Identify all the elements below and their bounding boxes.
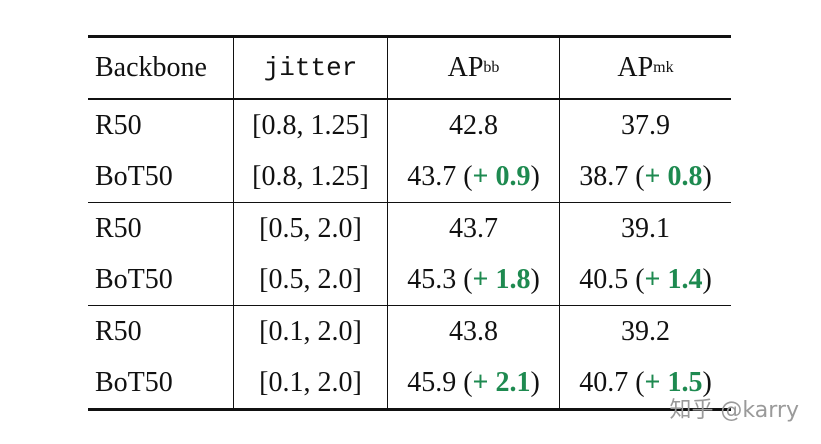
table-cell: 37.9 [560,100,731,151]
table-cell: 45.3 (+ 1.8) [388,254,560,305]
table-row: R50 [0.1, 2.0] 43.8 39.2 [88,306,731,357]
table-cell: 39.2 [560,306,731,357]
cell-text: 43.8 [449,315,498,347]
table-row: R50 [0.5, 2.0] 43.7 39.1 [88,203,731,254]
cell-text: R50 [95,315,142,347]
header-cell: Backbone [88,38,234,98]
table-cell: R50 [88,306,234,357]
cell-text: jitter [263,53,358,83]
cell-text: 40.5 ( [579,263,645,295]
cell-text: BoT50 [95,263,173,295]
header-cell: AP bb [388,38,560,98]
table-cell: [0.8, 1.25] [234,151,388,202]
table-cell: R50 [88,100,234,151]
table-cell: [0.1, 2.0] [234,357,388,408]
cell-suffix: ) [702,366,712,398]
table-row: BoT50 [0.8, 1.25] 43.7 (+ 0.9) 38.7 (+ 0.8) [88,151,731,202]
delta: + 1.8 [472,263,531,295]
cell-text: 39.2 [621,315,670,347]
cell-text: 42.8 [449,109,498,141]
cell-text: R50 [95,109,142,141]
table-row: BoT50 [0.1, 2.0] 45.9 (+ 2.1) 40.7 (+ 1.5) [88,357,731,408]
table-row: R50 [0.8, 1.25] 42.8 37.9 [88,100,731,151]
cell-text: [0.8, 1.25] [252,160,369,192]
cell-text: R50 [95,212,142,244]
cell-text: BoT50 [95,160,173,192]
cell-suffix: ) [702,160,712,192]
watermark: 知乎 @karry [669,398,799,423]
table-cell: 43.7 [388,203,560,254]
cell-text: 40.7 ( [579,366,645,398]
table-cell: 43.8 [388,306,560,357]
cell-text: [0.1, 2.0] [259,366,362,398]
table-cell: R50 [88,203,234,254]
table-cell: 42.8 [388,100,560,151]
cell-text: [0.5, 2.0] [259,263,362,295]
cell-text: [0.8, 1.25] [252,109,369,141]
header-cell: AP mk [560,38,731,98]
table-cell: [0.1, 2.0] [234,306,388,357]
cell-text: AP [617,52,654,83]
cell-text: [0.1, 2.0] [259,315,362,347]
table-cell: [0.8, 1.25] [234,100,388,151]
table-cell: BoT50 [88,254,234,305]
table: Backbone jitter AP bb AP mk R50 [0.8, 1.25] 42.8… [88,35,731,411]
table-cell: [0.5, 2.0] [234,203,388,254]
cell-text: 45.3 ( [407,263,473,295]
cell-text: 38.7 ( [579,160,645,192]
delta: + 0.8 [644,160,703,192]
delta: + 0.9 [472,160,531,192]
cell-text: Backbone [95,52,207,83]
cell-text: AP [447,52,484,83]
row-group: R50 [0.1, 2.0] 43.8 39.2 BoT50 [0.1, 2.0] 45.9… [88,306,731,408]
cell-text: 37.9 [621,109,670,141]
cell-text: 39.1 [621,212,670,244]
table-row: BoT50 [0.5, 2.0] 45.3 (+ 1.8) 40.5 (+ 1.4) [88,254,731,305]
delta: + 2.1 [472,366,531,398]
table-cell: BoT50 [88,357,234,408]
table-cell: 39.1 [560,203,731,254]
cell-text: 45.9 ( [407,366,473,398]
table-cell: 45.9 (+ 2.1) [388,357,560,408]
superscript: mk [653,59,674,76]
delta: + 1.4 [644,263,703,295]
cell-text: BoT50 [95,366,173,398]
cell-suffix: ) [530,263,540,295]
table-cell: 43.7 (+ 0.9) [388,151,560,202]
row-group: R50 [0.8, 1.25] 42.8 37.9 BoT50 [0.8, 1.25] 43… [88,100,731,203]
table-cell: 38.7 (+ 0.8) [560,151,731,202]
cell-suffix: ) [702,263,712,295]
table-cell: 40.7 (+ 1.5) [560,357,731,408]
table-cell: BoT50 [88,151,234,202]
table-cell: [0.5, 2.0] [234,254,388,305]
cell-suffix: ) [530,366,540,398]
delta: + 1.5 [644,366,703,398]
cell-suffix: ) [530,160,540,192]
cell-text: 43.7 ( [407,160,473,192]
header-row: Backbone jitter AP bb AP mk [88,38,731,100]
cell-text: [0.5, 2.0] [259,212,362,244]
header-cell: jitter [234,38,388,98]
table-cell: 40.5 (+ 1.4) [560,254,731,305]
row-group: R50 [0.5, 2.0] 43.7 39.1 BoT50 [0.5, 2.0] 45.3… [88,203,731,306]
cell-text: 43.7 [449,212,498,244]
superscript: bb [483,59,500,76]
